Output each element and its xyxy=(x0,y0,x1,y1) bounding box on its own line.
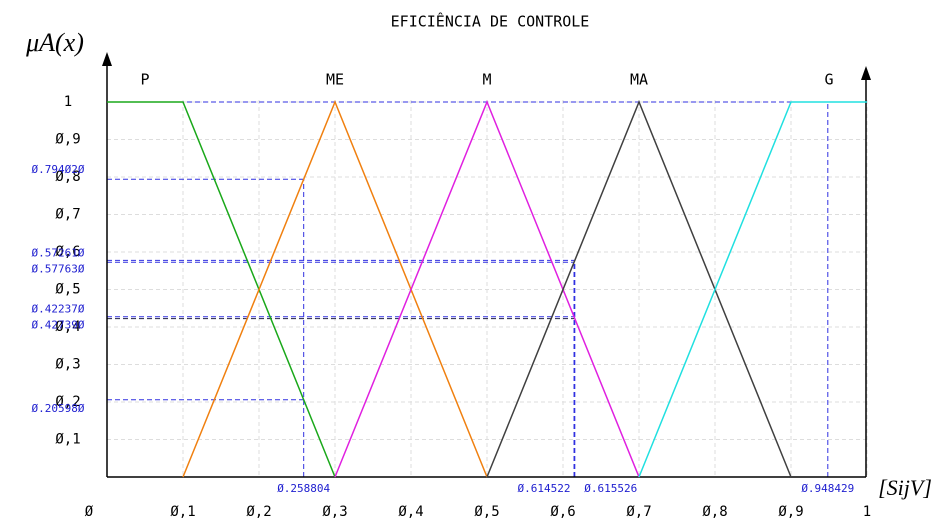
series-line xyxy=(638,101,867,478)
x-tick-label: Ø xyxy=(85,504,94,520)
guide-label: Ø.57763Ø xyxy=(32,262,85,275)
y-tick-label: Ø,5 xyxy=(55,282,80,298)
x-tick-label: Ø,5 xyxy=(474,504,499,520)
series-line xyxy=(486,100,792,478)
series-line xyxy=(182,100,488,478)
x-tick-label: Ø,8 xyxy=(702,504,727,520)
series-name: G xyxy=(824,71,833,89)
y-tick-label: Ø,1 xyxy=(55,432,80,448)
series-name: M xyxy=(482,71,491,89)
y-tick-label: Ø,2 xyxy=(55,394,80,410)
guide-label: Ø.57261Ø xyxy=(32,246,85,259)
guide-label: Ø.614522 xyxy=(518,482,571,495)
series-name: MA xyxy=(630,71,648,89)
chart-title: EFICIÊNCIA DE CONTROLE xyxy=(391,12,590,31)
y-tick-label: Ø,6 xyxy=(55,244,80,260)
series-line xyxy=(107,101,336,478)
x-tick-label: Ø,9 xyxy=(778,504,803,520)
guide-label: Ø.948429 xyxy=(801,482,854,495)
y-tick-label: 1 xyxy=(64,94,72,110)
x-tick-label: Ø,6 xyxy=(550,504,575,520)
guide-label: Ø.258804 xyxy=(277,482,330,495)
right-axis-arrow xyxy=(861,66,871,80)
series-name: ME xyxy=(326,71,344,89)
guide-label: Ø.794Ø2Ø xyxy=(32,163,85,176)
series-name: P xyxy=(140,71,149,89)
guide-label: Ø.42739Ø xyxy=(32,319,85,332)
y-axis-arrow xyxy=(102,52,112,66)
x-tick-label: Ø,7 xyxy=(626,504,651,520)
y-tick-label: Ø,4 xyxy=(55,319,80,335)
x-tick-label: Ø,4 xyxy=(398,504,423,520)
y-tick-label: Ø,9 xyxy=(55,132,80,148)
y-tick-label: Ø,3 xyxy=(55,357,80,373)
y-tick-label: Ø,7 xyxy=(55,207,80,223)
x-tick-label: 1 xyxy=(863,504,871,520)
guide-label: Ø.615526 xyxy=(584,482,637,495)
y-axis-label: μA(x) xyxy=(25,28,84,57)
guide-label: Ø.20598Ø xyxy=(32,402,85,415)
y-tick-label: Ø,8 xyxy=(55,169,80,185)
x-tick-label: Ø,1 xyxy=(170,504,195,520)
x-tick-label: Ø,2 xyxy=(246,504,271,520)
x-tick-label: Ø,3 xyxy=(322,504,347,520)
guide-label: Ø.42237Ø xyxy=(32,303,85,316)
series-line xyxy=(334,100,640,478)
x-axis-label: [SijV] xyxy=(878,475,932,500)
